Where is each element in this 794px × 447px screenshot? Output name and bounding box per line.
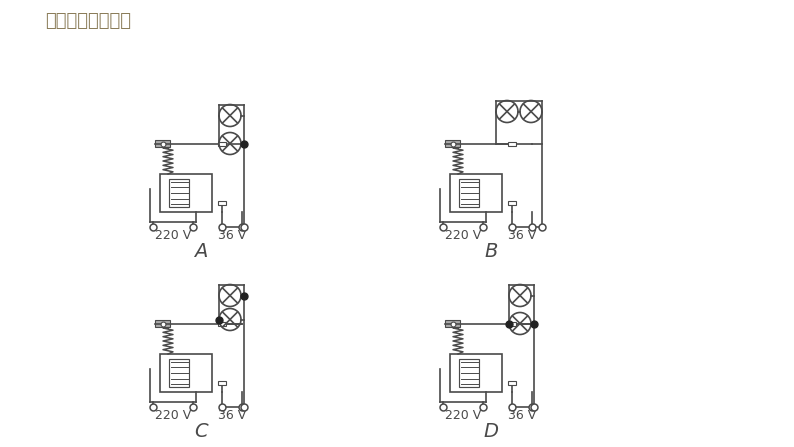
Text: 36 V: 36 V xyxy=(508,409,536,422)
Text: 220 V: 220 V xyxy=(155,409,191,422)
Text: 220 V: 220 V xyxy=(445,409,481,422)
Bar xyxy=(508,201,516,204)
Bar xyxy=(459,179,479,207)
Bar xyxy=(508,321,516,325)
Bar xyxy=(508,380,516,384)
Bar xyxy=(459,359,479,387)
Bar xyxy=(445,320,460,327)
Bar xyxy=(450,354,502,392)
Text: 36 V: 36 V xyxy=(508,229,536,242)
Text: 36 V: 36 V xyxy=(218,409,246,422)
Bar xyxy=(155,320,170,327)
Text: 阶段强化专题训练: 阶段强化专题训练 xyxy=(45,12,131,30)
Text: 36 V: 36 V xyxy=(218,229,246,242)
Bar xyxy=(218,142,226,146)
Text: D: D xyxy=(484,422,499,441)
Text: A: A xyxy=(195,242,208,261)
Bar xyxy=(160,174,212,212)
Bar xyxy=(450,174,502,212)
Text: 220 V: 220 V xyxy=(155,229,191,242)
Bar xyxy=(218,380,226,384)
Bar xyxy=(218,201,226,204)
Bar xyxy=(169,359,189,387)
Bar xyxy=(155,140,170,147)
Text: B: B xyxy=(484,242,498,261)
Text: C: C xyxy=(195,422,208,441)
Bar xyxy=(445,140,460,147)
Bar xyxy=(508,142,516,146)
Text: 220 V: 220 V xyxy=(445,229,481,242)
Bar xyxy=(169,179,189,207)
Bar xyxy=(160,354,212,392)
Bar xyxy=(218,321,226,325)
